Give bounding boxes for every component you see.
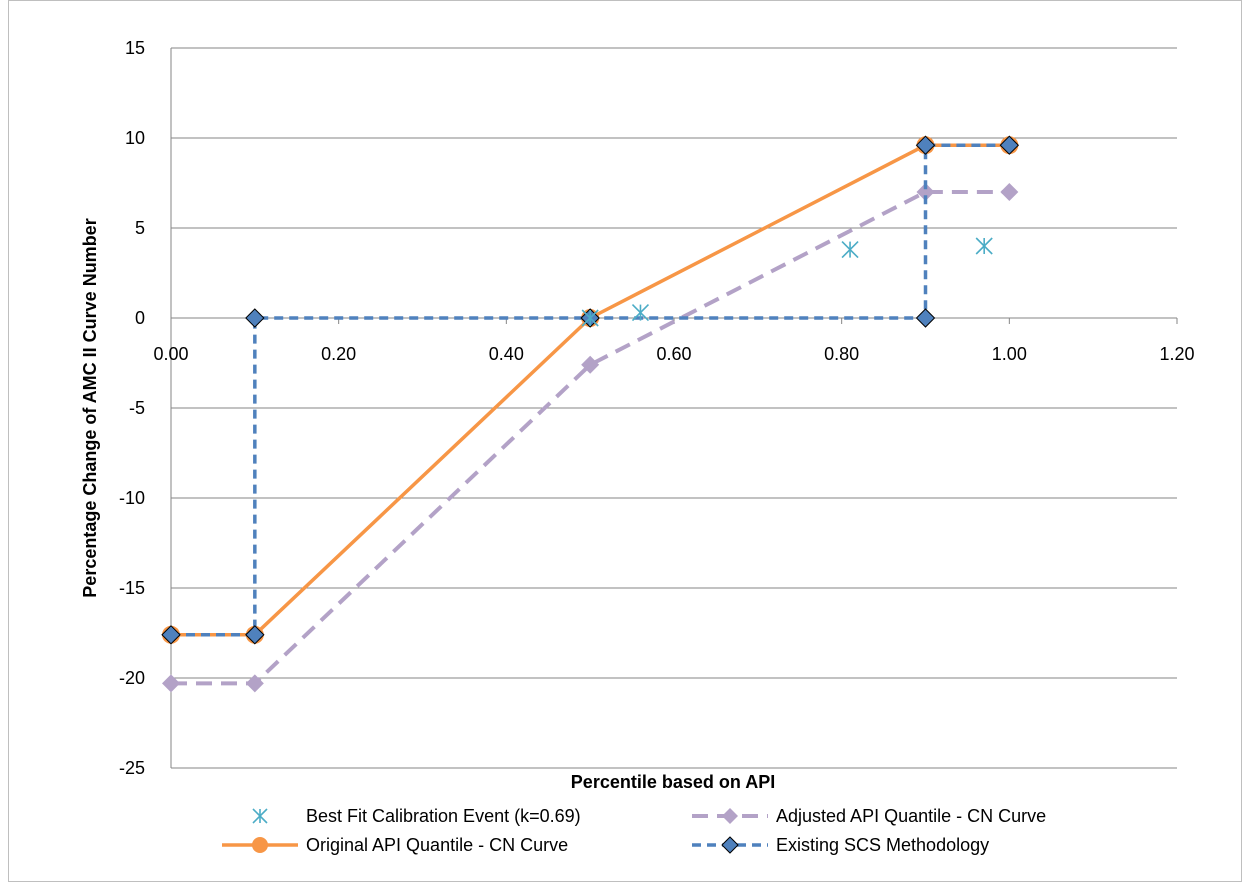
data-point (841, 241, 859, 259)
legend-item: Best Fit Calibration Event (k=0.69) (252, 806, 581, 826)
data-point (162, 674, 180, 693)
y-tick-label: 15 (125, 38, 145, 58)
series-line (171, 190, 1010, 686)
data-point (916, 183, 935, 201)
data-point (581, 309, 599, 327)
legend-label: Best Fit Calibration Event (k=0.69) (306, 806, 581, 826)
x-tick-label: 0.00 (153, 344, 188, 364)
data-point (245, 308, 265, 328)
x-tick-label: 0.20 (321, 344, 356, 364)
data-point (999, 135, 1020, 155)
legend-marker (721, 836, 739, 854)
data-point (581, 355, 600, 374)
legend-marker (252, 808, 268, 824)
data-point (915, 308, 936, 328)
data-point (1000, 183, 1019, 201)
series-0 (581, 237, 993, 327)
y-tick-label: 10 (125, 128, 145, 148)
legend-item: Original API Quantile - CN Curve (222, 835, 568, 855)
x-tick-label: 0.60 (656, 344, 691, 364)
legend: Best Fit Calibration Event (k=0.69) Adjus… (222, 806, 1046, 855)
legend-item: Adjusted API Quantile - CN Curve (692, 806, 1046, 826)
legend-marker (722, 808, 738, 824)
data-point (245, 625, 265, 645)
series (161, 135, 1020, 693)
x-tick-label: 1.00 (992, 344, 1027, 364)
legend-label: Adjusted API Quantile - CN Curve (776, 806, 1046, 826)
tick-labels: 15 10 5 0 -5 -10 -15 -20 -25 0.00 0.20 0.40 0.60 0.80… (119, 38, 1195, 778)
legend-item: Existing SCS Methodology (692, 835, 989, 855)
y-tick-label: -5 (129, 398, 145, 418)
series-line (171, 143, 1010, 637)
y-axis-title: Percentage Change of AMC II Curve Number (80, 218, 100, 597)
legend-label: Existing SCS Methodology (776, 835, 989, 855)
y-tick-label: 5 (135, 218, 145, 238)
data-point (631, 304, 650, 322)
y-tick-label: -25 (119, 758, 145, 778)
series-1 (162, 183, 1019, 693)
y-tick-label: -15 (119, 578, 145, 598)
y-tick-label: 0 (135, 308, 145, 328)
x-tick-label: 1.20 (1159, 344, 1194, 364)
data-point (161, 625, 181, 645)
data-point (975, 237, 993, 255)
y-tick-label: -20 (119, 668, 145, 688)
data-point (245, 674, 264, 693)
y-tick-label: -10 (119, 488, 145, 508)
gridlines (171, 47, 1177, 769)
series-line (171, 143, 1010, 637)
legend-marker (252, 837, 268, 853)
legend-label: Original API Quantile - CN Curve (306, 835, 568, 855)
x-axis-title: Percentile based on API (571, 772, 775, 792)
chart-frame (8, 0, 1242, 882)
data-point (915, 135, 936, 155)
x-tick-label: 0.40 (489, 344, 524, 364)
x-tick-label: 0.80 (824, 344, 859, 364)
